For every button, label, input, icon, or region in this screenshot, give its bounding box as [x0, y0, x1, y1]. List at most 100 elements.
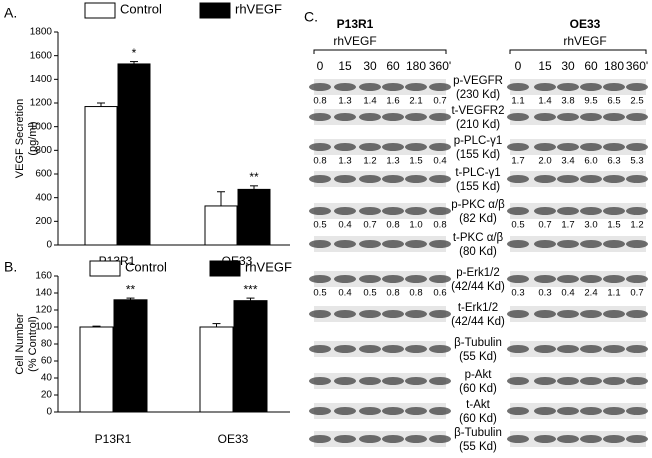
band: [557, 407, 579, 415]
band: [334, 113, 356, 121]
band: [309, 143, 331, 151]
band: [405, 175, 427, 183]
significance: **: [249, 170, 259, 184]
band: [382, 83, 404, 91]
quantification: 1.4: [538, 96, 551, 107]
x-tick-label: OE33: [218, 432, 249, 446]
band: [507, 175, 529, 183]
row-label: (55 Kd): [459, 351, 497, 363]
quantification: 0.6: [433, 288, 446, 299]
y-tick-label: 1400: [30, 74, 53, 85]
panel-label: B.: [4, 259, 17, 275]
band: [405, 407, 427, 415]
band: [309, 435, 331, 443]
band: [429, 377, 451, 385]
y-tick-label: 0: [46, 240, 52, 251]
significance: *: [132, 46, 137, 60]
row-label: β-Tubulin: [454, 427, 502, 439]
quantification: 0.8: [386, 288, 399, 299]
band: [429, 207, 451, 215]
band: [580, 310, 602, 318]
y-tick-label: 80: [41, 339, 53, 350]
band: [309, 113, 331, 121]
quantification: 6.5: [607, 96, 620, 107]
band: [507, 83, 529, 91]
band: [405, 83, 427, 91]
band: [309, 240, 331, 248]
band: [429, 83, 451, 91]
row-label: t-VEGFR2: [451, 105, 504, 117]
band: [334, 407, 356, 415]
y-tick-label: 600: [35, 169, 52, 180]
band: [626, 377, 648, 385]
band: [405, 275, 427, 283]
band: [334, 275, 356, 283]
quantification: 0.4: [338, 288, 351, 299]
band: [334, 83, 356, 91]
quantification: 5.3: [630, 156, 643, 167]
bar: [113, 299, 148, 413]
band: [626, 407, 648, 415]
band: [557, 240, 579, 248]
quantification: 0.7: [538, 220, 551, 231]
band: [429, 240, 451, 248]
band: [334, 310, 356, 318]
error-bar: [217, 191, 225, 206]
band: [382, 207, 404, 215]
band: [309, 207, 331, 215]
quantification: 1.5: [607, 220, 620, 231]
significance: **: [126, 282, 136, 296]
error-bar: [250, 185, 258, 190]
x-tick-label: P13R1: [95, 432, 132, 446]
band: [405, 113, 427, 121]
bar: [204, 205, 238, 246]
quantification: 1.1: [511, 96, 524, 107]
band: [626, 435, 648, 443]
band: [429, 310, 451, 318]
band: [534, 175, 556, 183]
band: [382, 310, 404, 318]
y-axis-label: (% Control): [27, 316, 39, 372]
quantification: 1.7: [561, 220, 574, 231]
bar: [233, 300, 268, 413]
band: [534, 345, 556, 353]
quantification: 1.1: [607, 288, 620, 299]
band: [626, 143, 648, 151]
legend-swatch: [209, 260, 241, 277]
band: [382, 275, 404, 283]
row-label: (55 Kd): [459, 441, 497, 453]
band: [359, 240, 381, 248]
band: [603, 275, 625, 283]
quantification: 0.5: [313, 220, 326, 231]
band: [603, 310, 625, 318]
band: [557, 83, 579, 91]
error-bar: [92, 325, 101, 327]
legend-swatch: [89, 260, 121, 277]
band: [359, 435, 381, 443]
band: [382, 345, 404, 353]
error-bar: [130, 61, 138, 64]
quantification: 0.8: [386, 220, 399, 231]
time-label: 0: [317, 59, 324, 73]
band: [334, 345, 356, 353]
row-label: (82 Kd): [459, 213, 497, 225]
quantification: 3.4: [561, 156, 574, 167]
band: [405, 240, 427, 248]
time-label: 360': [429, 59, 451, 73]
band: [557, 175, 579, 183]
quantification: 0.7: [433, 96, 446, 107]
y-tick-label: 100: [35, 322, 52, 333]
legend-label: Control: [125, 259, 167, 274]
time-label: 360': [626, 59, 648, 73]
y-axis-label: Cell Number: [14, 313, 26, 374]
band: [309, 377, 331, 385]
band: [359, 345, 381, 353]
quantification: 9.5: [584, 96, 597, 107]
band: [382, 175, 404, 183]
time-label: 60: [386, 59, 400, 73]
quantification: 0.3: [511, 288, 524, 299]
band: [429, 345, 451, 353]
quantification: 0.7: [363, 220, 376, 231]
quantification: 1.5: [409, 156, 422, 167]
